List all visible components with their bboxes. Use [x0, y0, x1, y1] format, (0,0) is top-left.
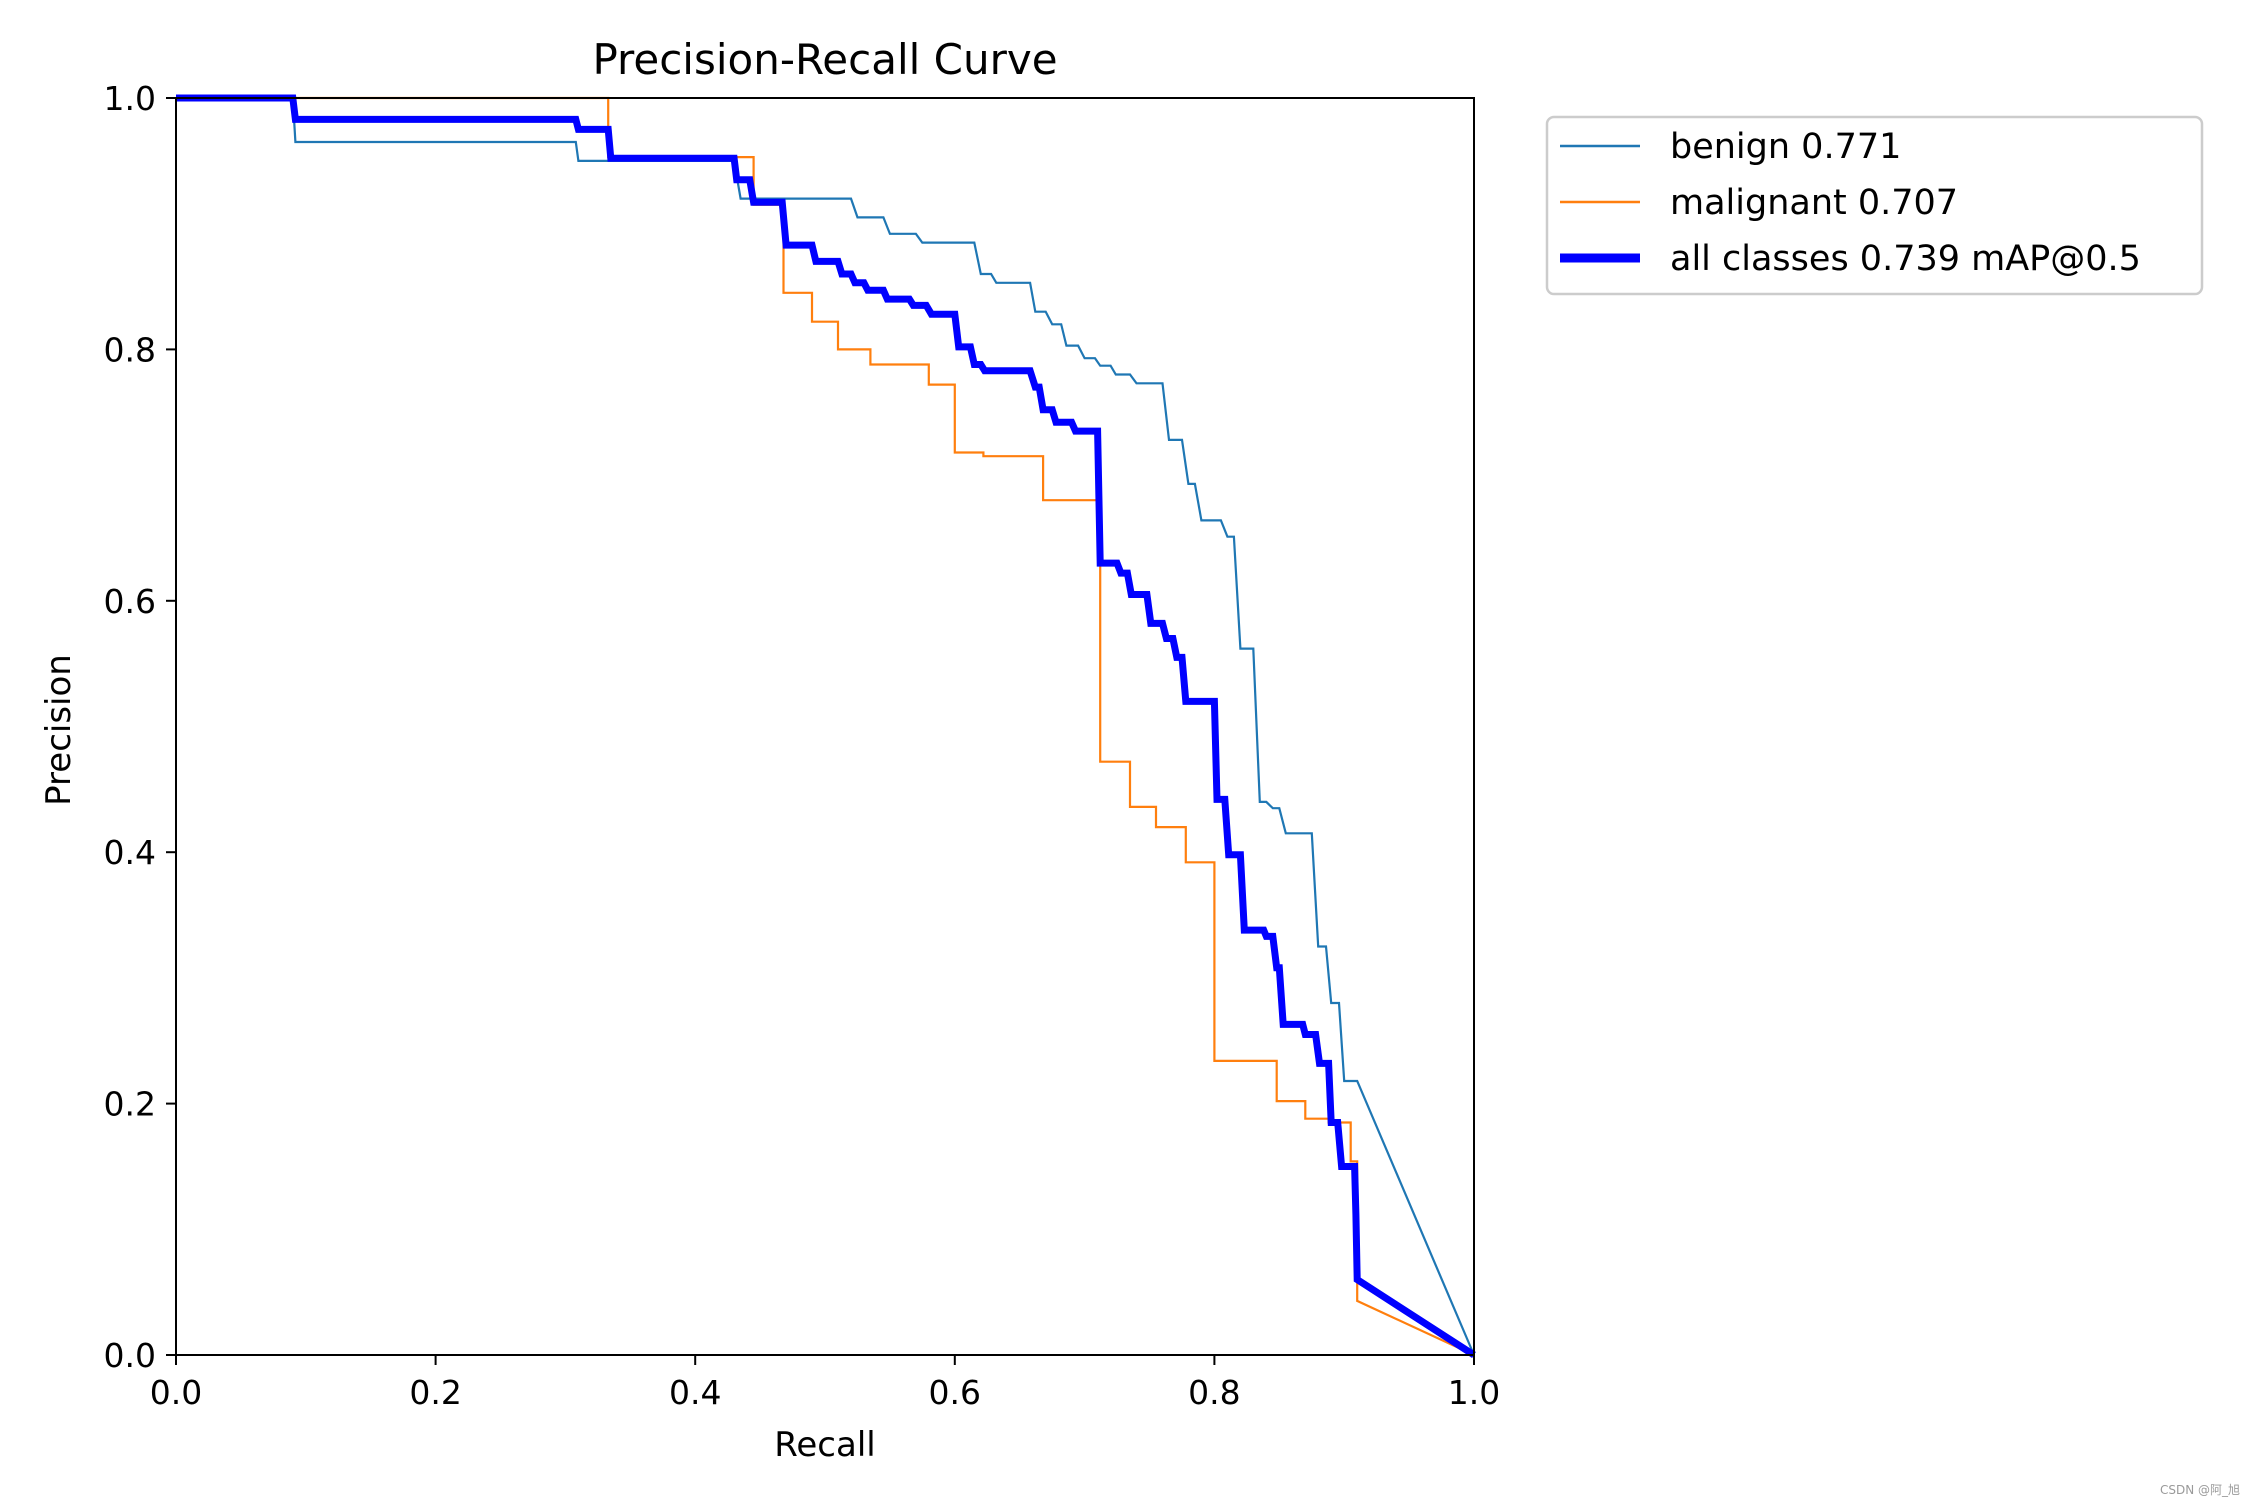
y-tick-label: 0.2 — [104, 1085, 156, 1124]
y-tick-label: 0.6 — [104, 582, 156, 621]
plot-frame — [175, 97, 1475, 1356]
plot-background — [176, 98, 1474, 1355]
chart-title: Precision-Recall Curve — [592, 35, 1057, 84]
legend-label-all-classes: all classes 0.739 mAP@0.5 — [1670, 239, 2141, 279]
series-line-all-classes — [176, 94, 1476, 1358]
watermark: CSDN @阿_旭 — [2160, 1483, 2240, 1497]
y-tick-label: 0.8 — [104, 330, 156, 369]
y-axis-label: Precision — [39, 654, 79, 806]
y-tick-label: 1.0 — [104, 79, 156, 118]
x-tick-label: 0.8 — [1188, 1373, 1240, 1412]
x-axis-label: Recall — [774, 1425, 875, 1465]
legend: benign 0.771 malignant 0.707 all classes… — [1545, 115, 2204, 296]
x-tick-label: 0.2 — [409, 1373, 461, 1412]
y-tick-label: 0.4 — [104, 833, 156, 872]
y-axis: 0.0 0.2 0.4 0.6 0.8 1.0 — [104, 79, 176, 1375]
x-tick-label: 0.0 — [150, 1373, 202, 1412]
y-tick-label: 0.0 — [104, 1336, 156, 1375]
legend-label-malignant: malignant 0.707 — [1670, 183, 1958, 223]
legend-frame — [1545, 115, 2204, 296]
x-tick-label: 0.6 — [929, 1373, 981, 1412]
legend-label-benign: benign 0.771 — [1670, 127, 1901, 167]
series-layer — [176, 94, 1476, 1358]
x-tick-label: 1.0 — [1448, 1373, 1500, 1412]
x-axis: 0.0 0.2 0.4 0.6 0.8 1.0 — [150, 1355, 1500, 1412]
series-line-malignant — [176, 96, 1475, 1356]
x-tick-label: 0.4 — [669, 1373, 721, 1412]
plot-area — [176, 98, 1474, 1355]
